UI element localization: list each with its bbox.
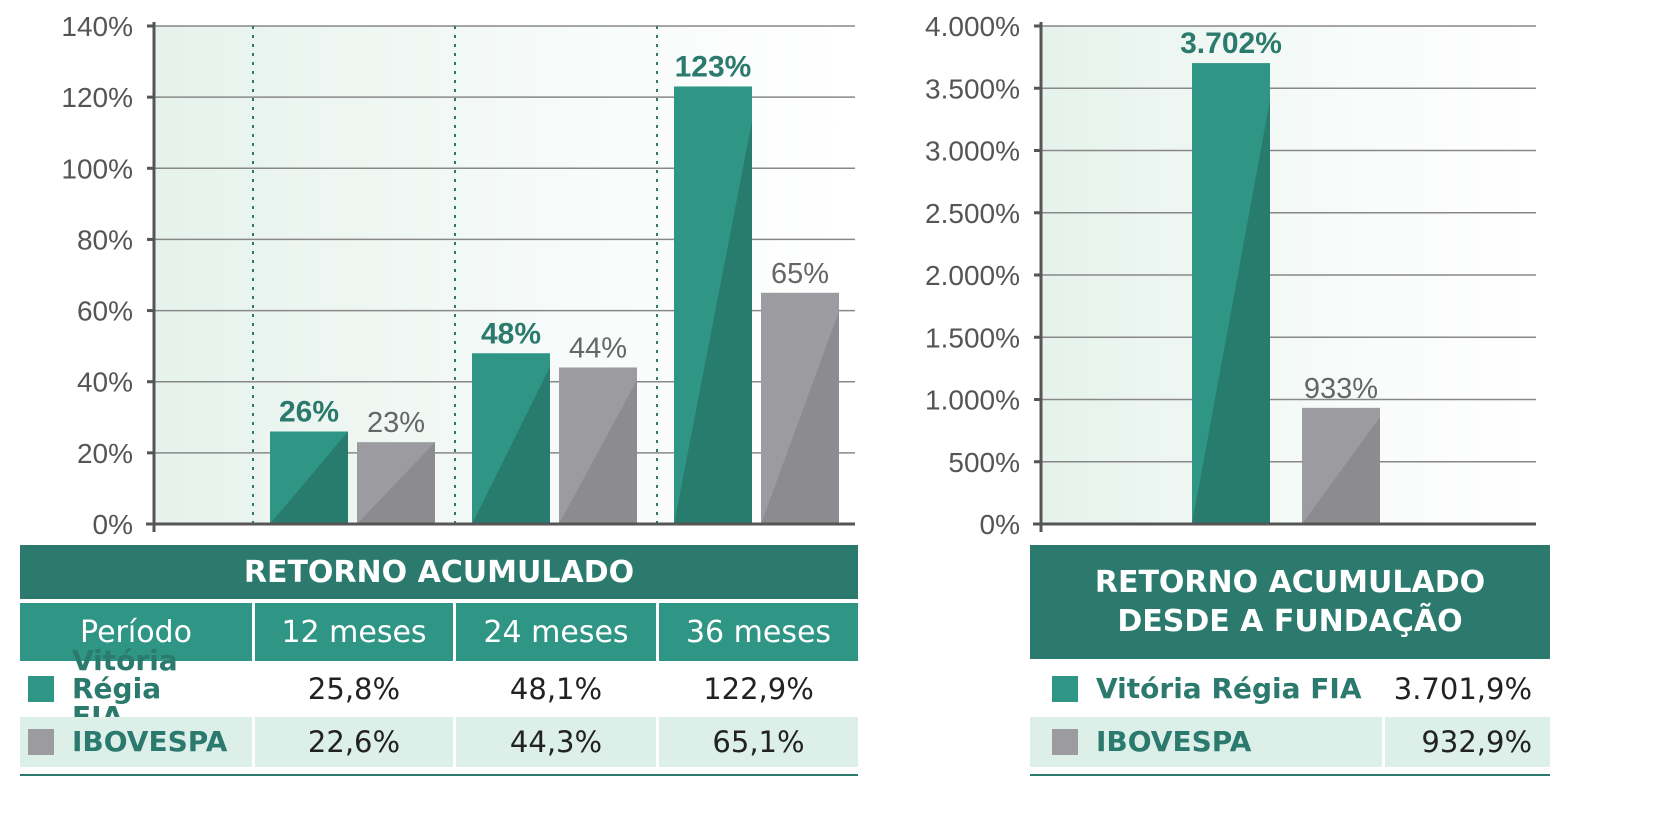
- bar-fund: [270, 431, 348, 524]
- data-label: 48%: [481, 317, 541, 350]
- legend-swatch-index: [28, 729, 54, 755]
- data-label: 44%: [569, 332, 627, 364]
- bar-index: [1302, 407, 1380, 524]
- y-tick-label: 100%: [61, 153, 133, 184]
- data-label: 123%: [675, 50, 752, 83]
- bar-shade: [1192, 99, 1270, 524]
- table-cell: 22,6%: [255, 717, 453, 767]
- bar-shade: [761, 311, 839, 524]
- bar-fund: [674, 86, 752, 524]
- bar-shade: [357, 442, 435, 524]
- data-label: 3.702%: [1180, 27, 1282, 60]
- y-tick-label: 120%: [61, 82, 133, 113]
- row-label-index-text: IBOVESPA: [72, 725, 228, 758]
- y-tick-label: 3.500%: [925, 73, 1020, 104]
- bar-shade: [674, 121, 752, 524]
- header-cell-36m: 36 meses: [659, 603, 858, 661]
- data-label: 26%: [279, 396, 339, 429]
- header-cell-period: Período: [20, 603, 252, 661]
- row-label-index-text: IBOVESPA: [1096, 725, 1252, 758]
- data-label: 933%: [1304, 373, 1378, 405]
- legend-swatch-index: [1052, 729, 1078, 755]
- y-tick-label: 60%: [77, 296, 133, 327]
- header-cell-12m: 12 meses: [255, 603, 453, 661]
- table-title: RETORNO ACUMULADO DESDE A FUNDAÇÃO: [1030, 545, 1550, 659]
- row-label-fund-text: Vitória Régia FIA: [1096, 672, 1362, 705]
- table-title-line2: DESDE A FUNDAÇÃO: [1117, 604, 1463, 639]
- data-label: 65%: [771, 258, 829, 290]
- value-fund-36m: 122,9%: [703, 672, 814, 706]
- legend-swatch-fund: [28, 676, 54, 702]
- row-label-index: IBOVESPA: [20, 717, 252, 767]
- table-title-text: RETORNO ACUMULADO: [243, 554, 635, 590]
- bar-index: [559, 367, 637, 524]
- y-tick-label: 1.000%: [925, 385, 1020, 416]
- y-tick-label: 20%: [77, 438, 133, 469]
- chart-accumulated-return-periods: 0% 20% 40% 60% 80% 100% 120% 140% 26% 23% 48% 44% 1…: [61, 11, 855, 540]
- table-bottom-rule: [20, 774, 858, 776]
- row-label-index: IBOVESPA: [1030, 717, 1382, 767]
- y-tick-label: 40%: [77, 367, 133, 398]
- y-tick-label: 2.500%: [925, 198, 1020, 229]
- value-fund-24m: 48,1%: [509, 672, 603, 706]
- table-cell: 3.701,9%: [1385, 663, 1550, 715]
- table-cell: 25,8%: [255, 663, 453, 715]
- bar-shade: [559, 380, 637, 524]
- table-cell: 122,9%: [659, 663, 858, 715]
- header-12m-text: 12 meses: [281, 614, 427, 650]
- bar-index: [761, 292, 839, 524]
- y-tick-label: 3.000%: [925, 136, 1020, 167]
- table-accumulated-return: RETORNO ACUMULADO Período 12 meses 24 me…: [20, 545, 858, 785]
- table-cell: 932,9%: [1385, 717, 1550, 767]
- y-tick-label: 0%: [93, 509, 133, 540]
- bar-index: [357, 442, 435, 524]
- y-tick-label: 80%: [77, 224, 133, 255]
- table-cell: 48,1%: [456, 663, 656, 715]
- header-36m-text: 36 meses: [685, 614, 832, 650]
- value-index-12m: 22,6%: [307, 725, 401, 759]
- table-title: RETORNO ACUMULADO: [20, 545, 858, 599]
- value-fund-12m: 25,8%: [307, 672, 401, 706]
- bar-shade: [270, 431, 348, 524]
- legend-swatch-fund: [1052, 676, 1078, 702]
- header-cell-24m: 24 meses: [456, 603, 656, 661]
- header-period-text: Período: [80, 614, 192, 650]
- y-tick-label: 0%: [980, 509, 1020, 540]
- value-fund-inception: 3.701,9%: [1393, 672, 1532, 706]
- table-cell: 65,1%: [659, 717, 858, 767]
- y-tick-label: 500%: [948, 447, 1020, 478]
- y-tick-label: 2.000%: [925, 260, 1020, 291]
- chart-return-since-inception: 0% 500% 1.000% 1.500% 2.000% 2.500% 3.000% 3.50…: [925, 11, 1536, 540]
- data-label: 23%: [367, 407, 425, 439]
- row-label-fund: Vitória Régia FIA: [20, 647, 252, 731]
- header-24m-text: 24 meses: [483, 614, 629, 650]
- row-label-fund: Vitória Régia FIA: [1030, 663, 1382, 715]
- y-tick-label: 140%: [61, 11, 133, 42]
- table-cell: 44,3%: [456, 717, 656, 767]
- bar-shade: [1302, 417, 1380, 524]
- row-label-fund-line1: Vitória Régia: [72, 644, 178, 705]
- table-bottom-rule: [1030, 774, 1550, 776]
- table-title-line1: RETORNO ACUMULADO: [1094, 565, 1486, 600]
- bar-fund: [472, 353, 550, 524]
- value-index-24m: 44,3%: [509, 725, 603, 759]
- y-tick-label: 4.000%: [925, 11, 1020, 42]
- value-index-36m: 65,1%: [712, 725, 805, 759]
- bar-fund: [1192, 63, 1270, 524]
- table-return-since-inception: RETORNO ACUMULADO DESDE A FUNDAÇÃO Vitór…: [1030, 545, 1550, 785]
- bar-shade: [472, 366, 550, 524]
- value-index-inception: 932,9%: [1421, 725, 1532, 759]
- y-tick-label: 1.500%: [925, 322, 1020, 353]
